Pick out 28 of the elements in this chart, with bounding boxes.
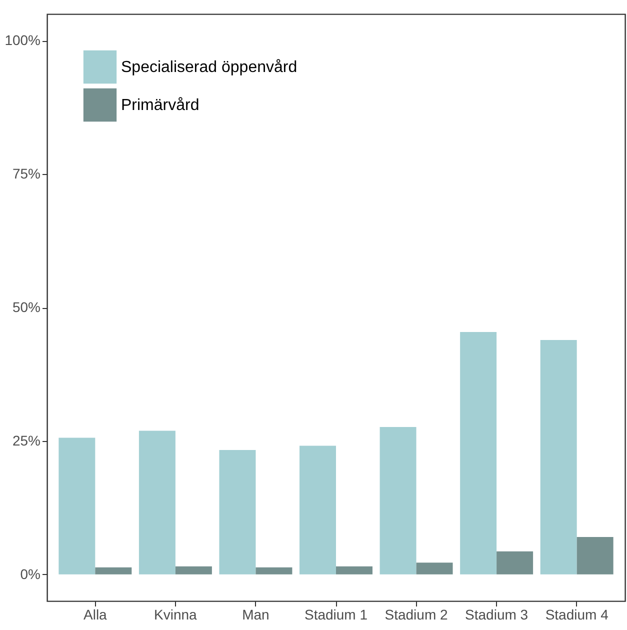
bar [95, 567, 132, 574]
x-tick-label: Man [242, 606, 270, 622]
x-tick-label: Stadium 1 [304, 606, 368, 622]
x-tick-label: Alla [83, 606, 108, 622]
legend-label: Primärvård [121, 97, 200, 114]
bar [380, 427, 416, 574]
x-tick-label: Stadium 2 [384, 606, 448, 622]
bar [219, 450, 256, 574]
bar [460, 332, 497, 574]
bar [175, 566, 212, 574]
x-tick-label: Stadium 3 [465, 606, 528, 622]
bar [138, 430, 176, 574]
bar [496, 551, 534, 574]
x-tick-label: Stadium 4 [545, 606, 609, 622]
legend-label: Specialiserad öppenvård [121, 59, 298, 76]
y-tick-label: 25% [12, 432, 40, 448]
y-tick-label: 100% [4, 32, 40, 48]
bar [540, 340, 577, 574]
y-tick-label: 0% [20, 566, 40, 582]
y-tick-label: 75% [12, 166, 40, 182]
bar [576, 536, 614, 574]
bar [300, 446, 336, 574]
bar [256, 567, 292, 574]
y-tick-label: 50% [12, 299, 40, 315]
bar [336, 566, 372, 574]
x-tick-label: Kvinna [154, 606, 198, 622]
bar [58, 438, 96, 574]
bar [416, 562, 453, 574]
